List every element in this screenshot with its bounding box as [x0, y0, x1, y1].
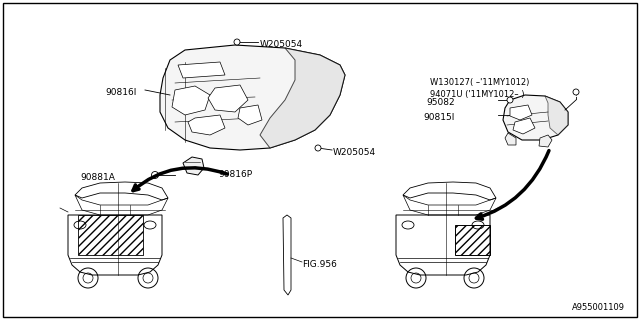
Polygon shape [172, 86, 210, 115]
Text: A955001109: A955001109 [572, 303, 625, 312]
Text: 95082: 95082 [426, 98, 455, 107]
Bar [78, 215, 143, 255]
Polygon shape [505, 133, 516, 145]
Text: 90815I: 90815I [424, 113, 455, 122]
Circle shape [573, 89, 579, 95]
Polygon shape [510, 105, 532, 120]
Polygon shape [545, 96, 568, 135]
Polygon shape [183, 157, 204, 175]
Polygon shape [188, 115, 225, 135]
Text: 90816P: 90816P [218, 170, 252, 179]
Circle shape [315, 145, 321, 151]
Polygon shape [160, 45, 345, 150]
Text: FIG.956: FIG.956 [302, 260, 337, 269]
Polygon shape [513, 118, 535, 134]
Text: 94071U ('11MY1012– ): 94071U ('11MY1012– ) [430, 90, 525, 99]
Polygon shape [539, 135, 552, 147]
Text: 90881A: 90881A [80, 173, 115, 182]
Polygon shape [178, 62, 225, 78]
Circle shape [234, 39, 240, 45]
Bar [455, 225, 490, 255]
Circle shape [152, 172, 159, 179]
Text: W205054: W205054 [260, 40, 303, 49]
Text: W205054: W205054 [333, 148, 376, 157]
Text: 90816I: 90816I [105, 88, 136, 97]
Polygon shape [503, 95, 568, 140]
Text: W130127( –'11MY1012): W130127( –'11MY1012) [430, 78, 529, 87]
Polygon shape [238, 105, 262, 125]
Circle shape [507, 97, 513, 103]
Polygon shape [260, 48, 345, 148]
Polygon shape [208, 85, 248, 112]
